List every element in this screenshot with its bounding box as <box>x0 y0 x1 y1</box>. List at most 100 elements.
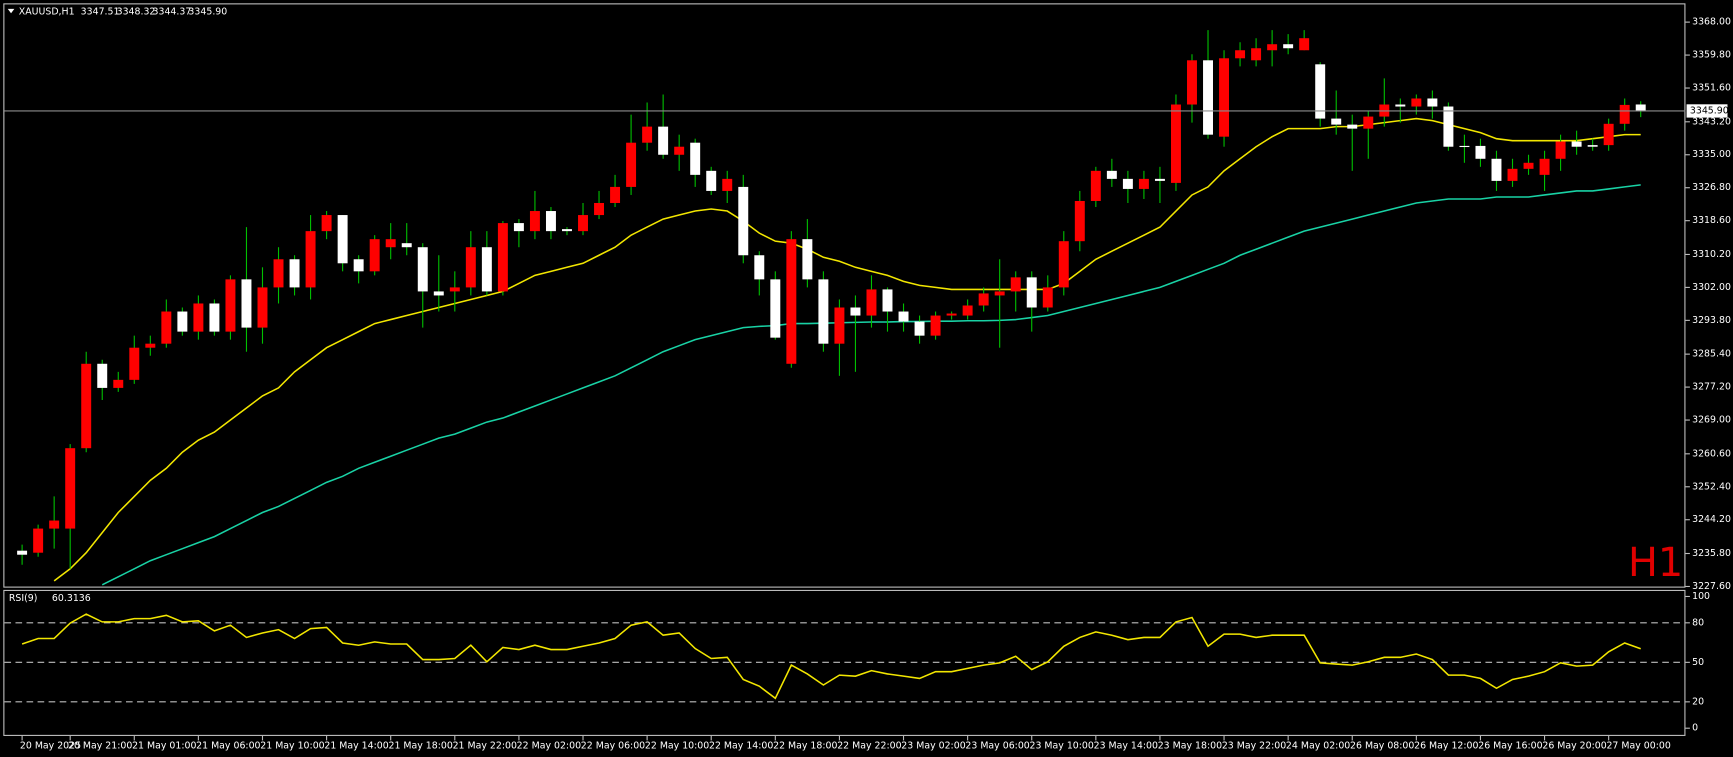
candle-body <box>1122 178 1133 189</box>
candle-body <box>802 239 813 280</box>
candle-body <box>1491 158 1502 181</box>
candle-body <box>962 305 973 316</box>
x-tick-label: 21 May 10:00 <box>260 740 324 751</box>
y-tick-label: 100 <box>1692 591 1710 602</box>
candle-body <box>529 211 540 232</box>
candle-body <box>353 259 364 272</box>
candle-body <box>1347 124 1358 129</box>
x-tick-label: 27 May 00:00 <box>1606 740 1670 751</box>
candle-body <box>1635 104 1646 111</box>
symbol-title: XAUUSD,H1 <box>19 7 75 18</box>
candle-body <box>1235 50 1246 59</box>
candle-body <box>481 247 492 292</box>
candle-body <box>81 363 92 449</box>
candle-body <box>770 279 781 338</box>
candle-body <box>786 239 797 364</box>
y-tick-label: 3277.20 <box>1692 382 1731 393</box>
x-tick-label: 22 May 06:00 <box>581 740 645 751</box>
candle-body <box>946 313 957 316</box>
candle-body <box>994 291 1005 296</box>
candle-body <box>193 303 204 332</box>
candle-body <box>882 289 893 312</box>
y-tick-label: 3293.80 <box>1692 315 1731 326</box>
candle-body <box>722 178 733 191</box>
y-tick-label: 3269.00 <box>1692 415 1731 426</box>
x-tick-label: 26 May 16:00 <box>1478 740 1542 751</box>
x-tick-label: 20 May 2025 <box>20 740 81 751</box>
candle-body <box>97 363 108 388</box>
candle-body <box>433 291 444 296</box>
x-tick-label: 23 May 06:00 <box>965 740 1029 751</box>
x-tick-label: 23 May 22:00 <box>1222 740 1286 751</box>
rsi-line <box>21 613 1641 700</box>
candle-body <box>818 279 829 344</box>
candle-body <box>1459 145 1470 148</box>
candle-body <box>1539 158 1550 175</box>
candle-body <box>914 321 925 336</box>
main-panel <box>3 3 1686 588</box>
candle-body <box>289 259 300 288</box>
candle-body <box>1203 60 1213 135</box>
candle-body <box>17 550 28 555</box>
candle-body <box>513 223 524 232</box>
candle-body <box>1507 168 1518 181</box>
candle-body <box>1251 48 1262 61</box>
candle-body <box>33 528 44 553</box>
candle-body <box>706 170 717 191</box>
candle-body <box>321 215 332 232</box>
x-tick-label: 21 May 14:00 <box>324 740 388 751</box>
x-tick-label: 22 May 18:00 <box>773 740 837 751</box>
candle-body <box>1475 145 1486 159</box>
candle-body <box>65 448 76 529</box>
candle-body <box>273 259 284 288</box>
ohlc-value: 3347.51 <box>81 7 120 18</box>
candle-body <box>1331 118 1342 125</box>
x-tick-label: 22 May 10:00 <box>645 740 709 751</box>
bid-label-box <box>1686 104 1728 118</box>
candle-body <box>225 279 236 332</box>
y-tick-label: 20 <box>1692 696 1704 707</box>
candle-body <box>241 279 252 328</box>
candle-body <box>145 343 156 348</box>
candle-body <box>1283 44 1294 49</box>
candle-body <box>850 307 861 316</box>
y-tick-label: 3244.20 <box>1692 514 1731 525</box>
candle-body <box>1058 241 1069 288</box>
x-tick-label: 26 May 12:00 <box>1414 740 1478 751</box>
y-tick-label: 3302.00 <box>1692 282 1731 293</box>
candle-body <box>674 146 685 155</box>
candle-body <box>1363 116 1374 129</box>
candle-body <box>161 311 172 344</box>
candle-body <box>257 287 268 328</box>
y-tick-label: 0 <box>1692 723 1698 734</box>
candle-body <box>129 347 140 380</box>
candle-body <box>866 289 877 316</box>
candle-body <box>1395 104 1406 107</box>
candle-body <box>113 379 124 388</box>
y-tick-label: 50 <box>1692 657 1704 668</box>
candle-body <box>1090 170 1101 201</box>
candle-body <box>578 215 588 232</box>
bid-label: 3345.90 <box>1690 105 1729 116</box>
x-tick-label: 23 May 18:00 <box>1158 740 1222 751</box>
candle-body <box>1042 287 1053 308</box>
y-tick-label: 3310.20 <box>1692 249 1731 260</box>
candle-body <box>177 311 188 332</box>
rsi-title: RSI(9) <box>9 593 38 604</box>
x-tick-label: 23 May 02:00 <box>901 740 965 751</box>
ohlc-value: 3345.90 <box>188 7 227 18</box>
x-tick-label: 20 May 21:00 <box>68 740 132 751</box>
y-tick-label: 3235.80 <box>1692 548 1731 559</box>
candle-body <box>1154 178 1165 181</box>
y-tick-label: 3351.60 <box>1692 83 1731 94</box>
candle-body <box>738 186 749 256</box>
candle-body <box>642 126 653 143</box>
candle-body <box>1315 64 1326 119</box>
candle-body <box>930 315 941 336</box>
rsi-value: 60.3136 <box>52 593 91 604</box>
candle-body <box>1523 162 1534 169</box>
menu-triangle <box>7 8 15 14</box>
x-tick-label: 21 May 06:00 <box>196 740 260 751</box>
candle-body <box>49 520 60 529</box>
